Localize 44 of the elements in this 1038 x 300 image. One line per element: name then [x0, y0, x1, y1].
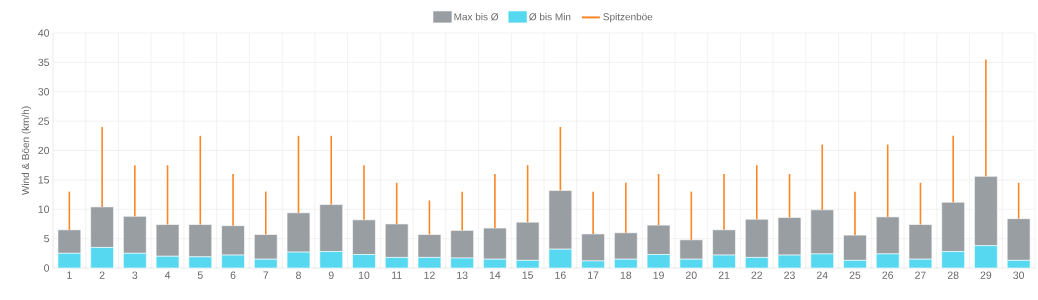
x-tick-label: 14: [489, 271, 501, 279]
y-tick-label: 0: [44, 264, 50, 272]
x-tick-label: 1: [67, 271, 72, 279]
x-tick-label: 7: [263, 271, 269, 279]
x-tick-label: 20: [686, 271, 697, 279]
y-tick-label: 30: [38, 88, 50, 96]
x-tick-label: 6: [230, 271, 236, 279]
x-tick-label: 2: [99, 271, 105, 279]
x-tick-label: 22: [751, 271, 763, 279]
bar: [974, 245, 998, 268]
y-axis-title: Wind & Böen (km/h): [21, 106, 31, 196]
y-tick-label: 40: [38, 29, 50, 37]
x-tick-label: 4: [164, 271, 171, 279]
x-tick-label: 8: [296, 271, 301, 279]
y-tick-label: 20: [38, 146, 50, 155]
x-tick-label: 9: [328, 271, 334, 279]
x-tick-label: 26: [882, 271, 894, 279]
x-tick-label: 15: [522, 271, 534, 279]
x-tick-label: 28: [947, 271, 959, 279]
legend-label: Ø bis Min: [529, 13, 571, 21]
legend-label: Max bis Ø: [454, 13, 499, 21]
x-tick-label: 11: [392, 271, 402, 279]
x-tick-label: 24: [816, 271, 828, 279]
x-tick-label: 27: [915, 271, 926, 279]
x-tick-label: 21: [718, 271, 730, 279]
x-tick-label: 16: [555, 271, 566, 279]
x-tick-label: 3: [132, 271, 138, 279]
x-tick-label: 12: [424, 271, 435, 279]
y-tick-label: 25: [38, 117, 50, 125]
x-tick-label: 25: [849, 271, 861, 279]
y-tick-label: 10: [38, 205, 50, 213]
y-tick-label: 5: [44, 234, 50, 243]
x-tick-label: 29: [980, 271, 992, 279]
x-tick-label: 19: [653, 271, 664, 279]
x-tick-label: 5: [197, 271, 203, 279]
x-tick-label: 18: [620, 271, 632, 279]
y-tick-label: 15: [38, 176, 50, 184]
x-tick-label: 30: [1013, 271, 1025, 279]
x-tick-label: 10: [358, 271, 370, 279]
x-tick-label: 23: [784, 271, 795, 279]
x-tick-label: 17: [588, 271, 599, 279]
legend-label: Spitzenböe: [603, 13, 653, 23]
x-tick-label: 13: [457, 271, 468, 279]
y-tick-label: 35: [38, 58, 50, 67]
